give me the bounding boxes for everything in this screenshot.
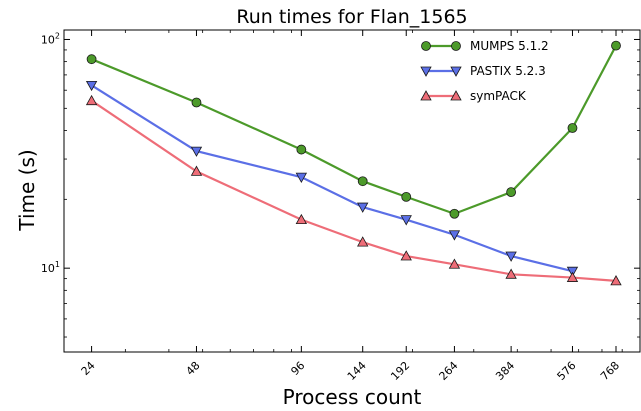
data-point xyxy=(357,236,369,247)
data-point xyxy=(295,213,308,225)
data-point xyxy=(357,176,368,187)
data-point xyxy=(567,123,578,133)
legend-marker xyxy=(450,90,462,101)
data-point xyxy=(400,215,412,226)
legend-marker xyxy=(421,41,431,51)
data-point xyxy=(449,208,460,219)
legend-label: PASTIX 5.2.3 xyxy=(470,64,546,78)
data-point xyxy=(296,144,307,155)
x-tick-label: 192 xyxy=(388,359,412,383)
data-point xyxy=(191,97,202,108)
data-point xyxy=(448,230,461,241)
x-tick-label: 48 xyxy=(183,359,202,378)
data-point xyxy=(505,251,517,262)
data-point xyxy=(506,187,517,198)
x-tick-label: 576 xyxy=(555,359,579,383)
legend-item: symPACK xyxy=(420,89,527,103)
chart-title: Run times for Flan_1565 xyxy=(236,6,467,28)
data-point xyxy=(190,165,203,176)
series-2 xyxy=(85,94,622,286)
y-axis-label: Time (s) xyxy=(15,149,39,231)
series-0 xyxy=(86,40,621,219)
data-point xyxy=(85,94,98,106)
series-layer xyxy=(85,40,622,286)
x-tick-label: 144 xyxy=(345,359,369,383)
legend-marker xyxy=(420,90,432,101)
data-point xyxy=(566,271,579,282)
plot-area xyxy=(63,29,641,353)
data-point xyxy=(505,268,517,279)
x-tick-label: 96 xyxy=(288,359,307,378)
legend-label: MUMPS 5.1.2 xyxy=(470,39,549,53)
legend-marker xyxy=(451,41,461,51)
x-tick-label: 768 xyxy=(598,359,622,383)
series-1 xyxy=(85,80,579,278)
data-point xyxy=(401,191,412,202)
legend-item: PASTIX 5.2.3 xyxy=(420,64,546,78)
x-axis-ticks: 24 48 96 144 192 264 384 576 768 xyxy=(79,30,623,383)
legend-marker xyxy=(420,66,432,77)
legend: MUMPS 5.1.2 PASTIX 5.2.3 symPACK xyxy=(420,39,549,103)
legend-item: MUMPS 5.1.2 xyxy=(421,39,549,53)
x-tick-label: 264 xyxy=(437,359,461,383)
data-point xyxy=(566,266,579,278)
data-point xyxy=(448,258,461,269)
y-tick-label: 101 xyxy=(41,260,60,275)
x-tick-label: 384 xyxy=(493,359,517,383)
data-point xyxy=(86,54,97,65)
data-point xyxy=(611,40,621,51)
y-axis-ticks: 101 102 xyxy=(41,31,640,338)
series-line xyxy=(91,84,573,273)
data-point xyxy=(357,202,369,213)
x-axis-label: Process count xyxy=(283,385,422,409)
data-point xyxy=(610,275,622,286)
data-point xyxy=(295,172,308,183)
legend-label: symPACK xyxy=(470,89,527,103)
x-tick-label: 24 xyxy=(79,359,98,378)
data-point xyxy=(85,80,98,92)
legend-marker xyxy=(450,66,462,77)
y-tick-label: 102 xyxy=(41,31,60,46)
data-point xyxy=(190,146,203,157)
data-point xyxy=(400,250,412,261)
series-line xyxy=(90,99,617,282)
